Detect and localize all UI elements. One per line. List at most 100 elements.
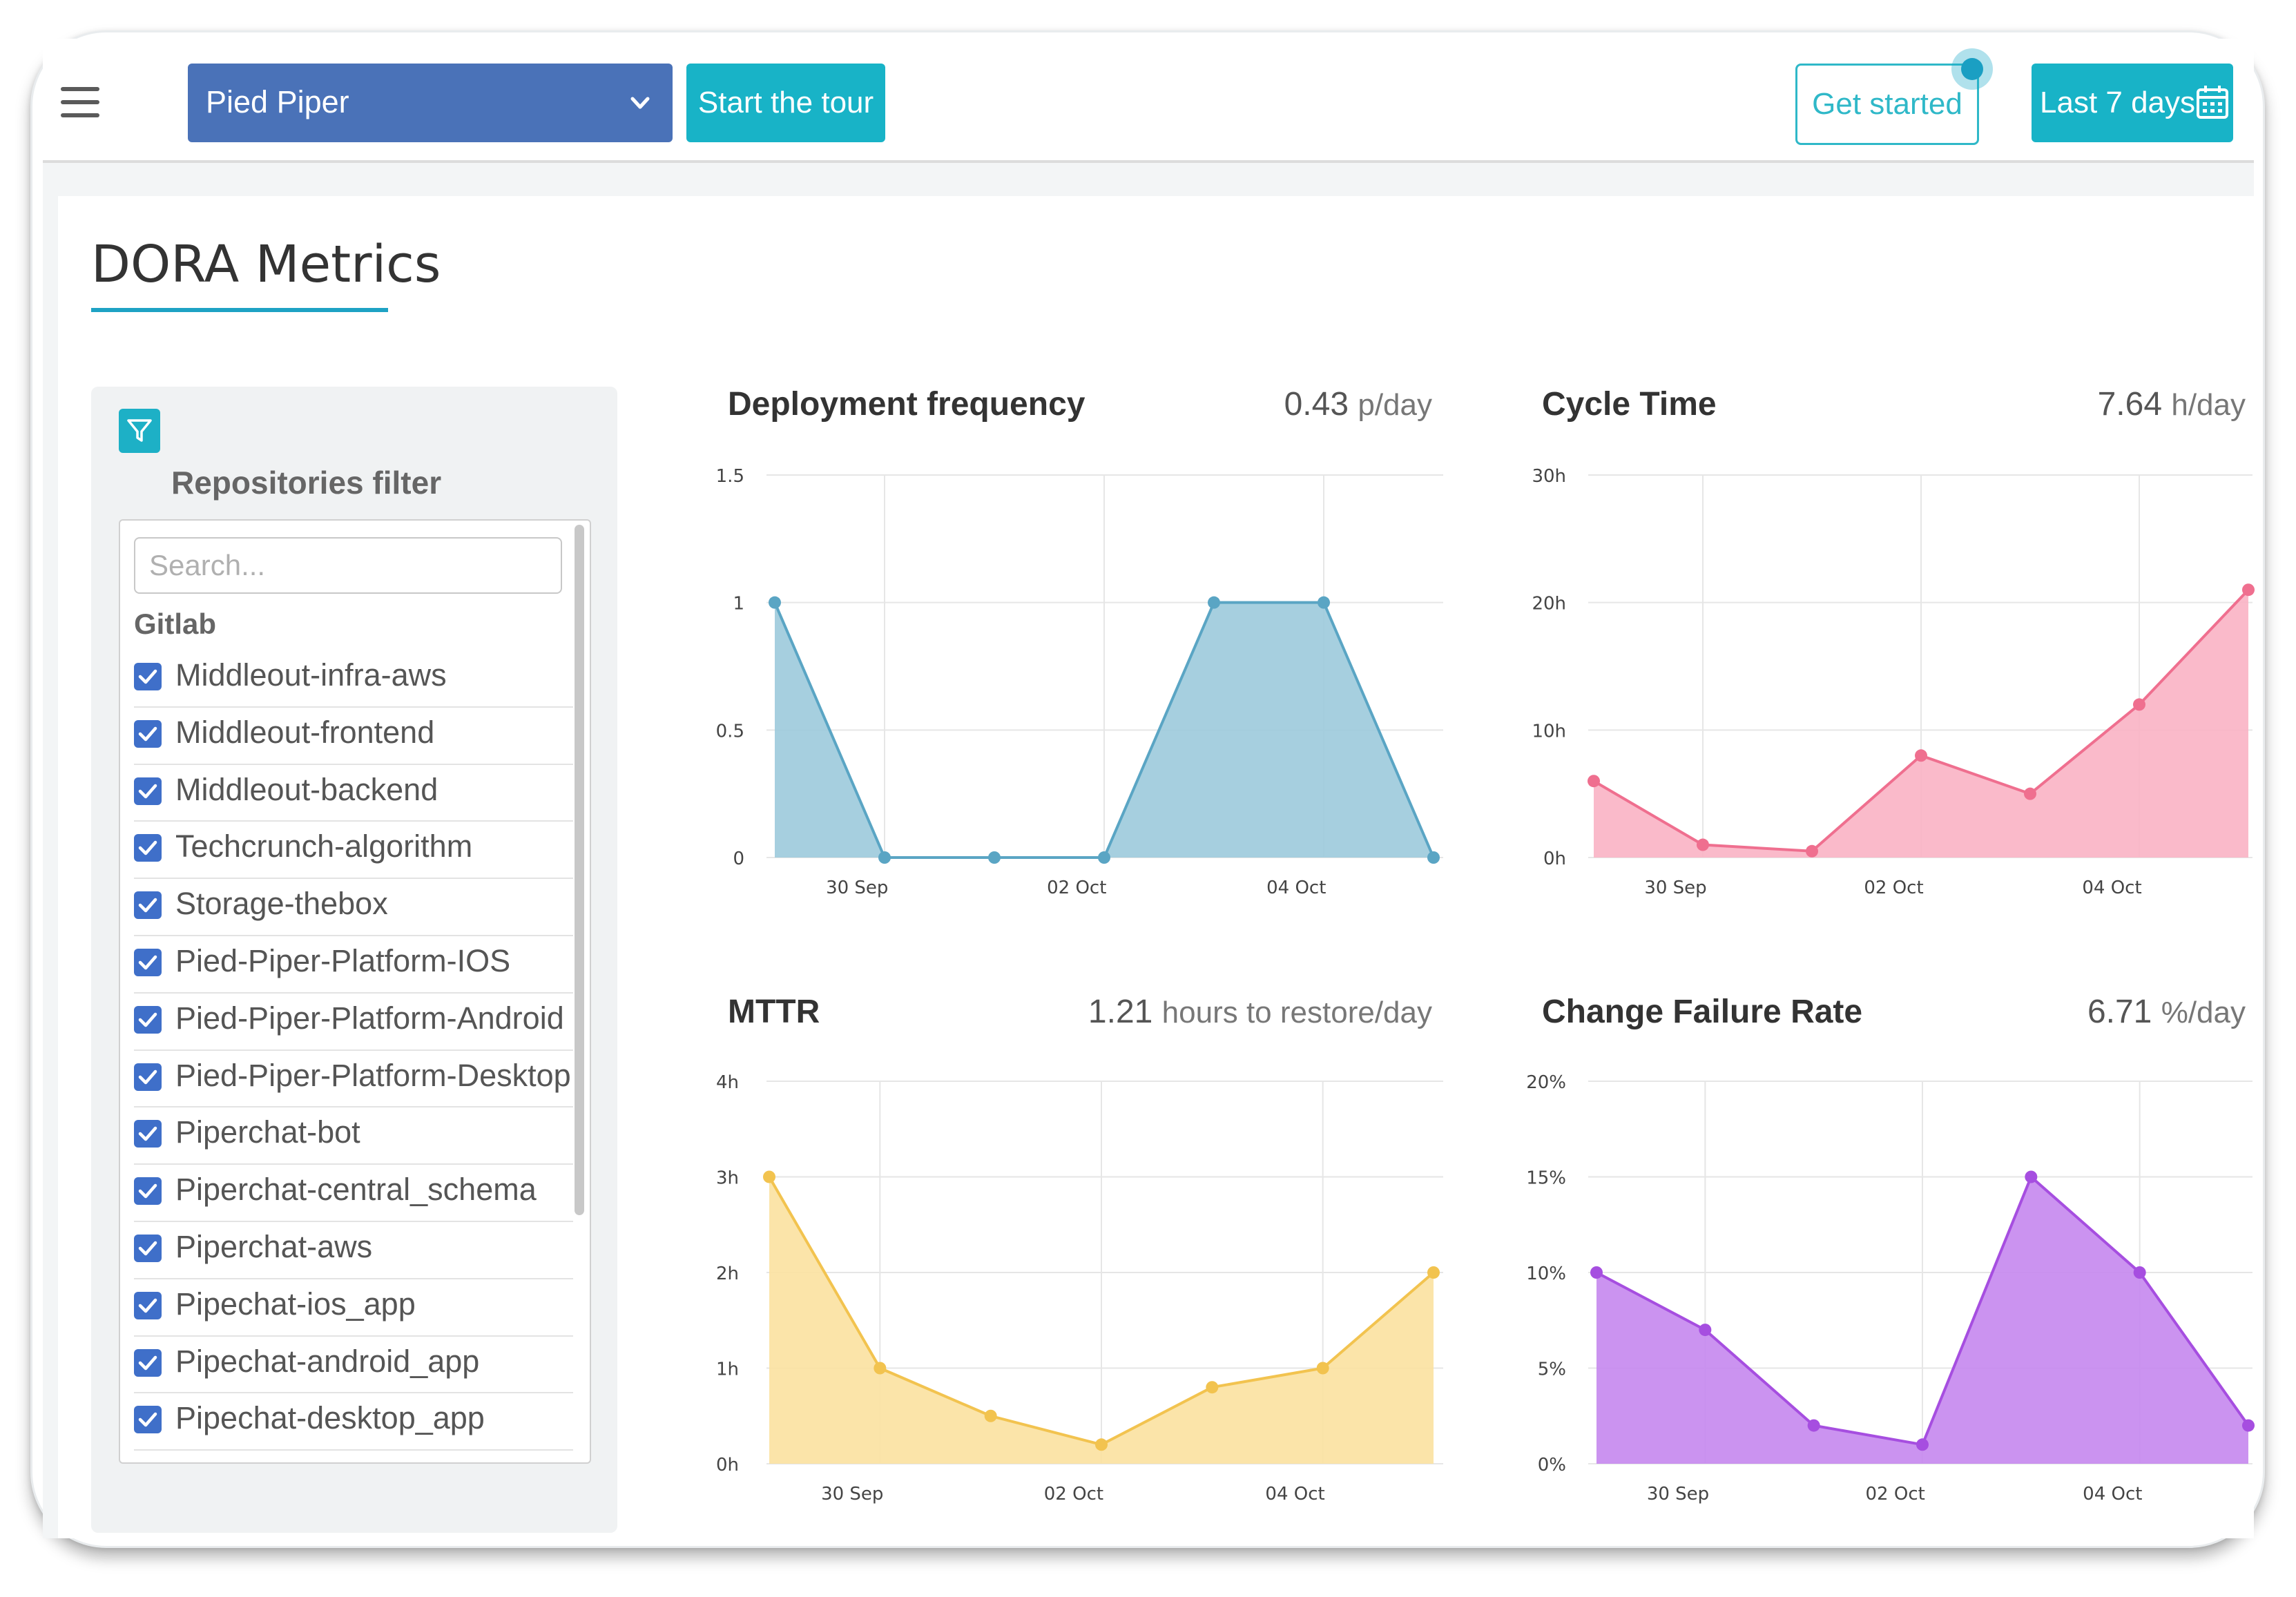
repo-checkbox[interactable] — [134, 777, 162, 805]
repo-list-item[interactable]: Middleout-frontend — [134, 708, 573, 765]
x-tick-label: 04 Oct — [2083, 1484, 2142, 1504]
repo-name: Piperchat-central_schema — [175, 1172, 537, 1208]
deployment-frequency-value: 0.43 p/day — [1174, 385, 1432, 423]
data-point — [1915, 749, 1927, 762]
repo-checkbox[interactable] — [134, 1234, 162, 1262]
data-point — [1098, 851, 1110, 864]
repo-checkbox[interactable] — [134, 1120, 162, 1148]
date-range-label: Last 7 days — [2040, 86, 2196, 119]
repo-list-item[interactable]: Pipechat-desktop_app — [134, 1393, 573, 1451]
y-tick-label: 30h — [1532, 466, 1566, 487]
x-tick-label: 04 Oct — [1266, 878, 1326, 898]
repo-list-item[interactable]: Middleout-backend — [134, 765, 573, 822]
repo-list-item[interactable]: Pied-Piper-Platform-IOS — [134, 936, 573, 994]
cycle-time-title: Cycle Time — [1542, 386, 1717, 423]
repositories-list-box — [119, 519, 591, 1464]
repo-list-item[interactable]: Piperchat-aws — [134, 1222, 573, 1279]
repositories-scrollbar[interactable] — [575, 525, 584, 1215]
repo-name: Pipechat-ios_app — [175, 1286, 416, 1322]
start-tour-button[interactable]: Start the tour — [686, 64, 885, 142]
checkmark-icon — [138, 784, 157, 798]
data-point — [2133, 698, 2145, 711]
x-tick-label: 30 Sep — [821, 1484, 883, 1504]
y-tick-label: 10% — [1526, 1264, 1566, 1284]
y-tick-label: 5% — [1538, 1359, 1566, 1380]
repo-list-item[interactable]: Pipechat-ios_app — [134, 1279, 573, 1337]
y-tick-label: 1 — [733, 594, 744, 614]
mttr-unit: hours to restore/day — [1161, 996, 1432, 1029]
repo-name: Storage-thebox — [175, 886, 388, 922]
repositories-filter-title: Repositories filter — [171, 465, 442, 501]
repo-checkbox[interactable] — [134, 834, 162, 862]
repo-checkbox[interactable] — [134, 663, 162, 690]
repo-checkbox[interactable] — [134, 891, 162, 920]
data-point — [1318, 596, 1330, 609]
data-point — [1697, 838, 1709, 851]
repo-list-item[interactable]: Techcrunch-algorithm — [134, 822, 573, 880]
data-point — [2242, 1419, 2255, 1432]
page-title: DORA Metrics — [91, 235, 441, 294]
data-point — [763, 1170, 775, 1183]
checkmark-icon — [138, 841, 157, 855]
repo-name: Techcrunch-algorithm — [175, 829, 473, 864]
organization-select[interactable]: Pied Piper — [188, 64, 673, 142]
cycle-time-value: 7.64 h/day — [1975, 385, 2246, 423]
x-tick-label: 04 Oct — [1265, 1484, 1324, 1504]
x-tick-label: 02 Oct — [1044, 1484, 1103, 1504]
x-tick-label: 30 Sep — [1647, 1484, 1709, 1504]
y-tick-label: 0.5 — [716, 721, 744, 742]
repo-checkbox[interactable] — [134, 1063, 162, 1091]
date-range-button[interactable]: Last 7 days — [2032, 64, 2233, 142]
data-point — [1095, 1438, 1108, 1451]
repo-list-item[interactable]: Piperchat-central_schema — [134, 1165, 573, 1222]
y-tick-label: 3h — [716, 1168, 739, 1189]
repo-list-item[interactable]: Pied-Piper-Platform-Android — [134, 994, 573, 1051]
data-point — [1806, 844, 1818, 858]
change-failure-rate-unit: %/day — [2161, 996, 2246, 1029]
area-fill — [775, 602, 1434, 858]
y-tick-label: 4h — [716, 1072, 739, 1093]
repositories-search-input[interactable] — [134, 537, 562, 594]
checkmark-icon — [138, 1069, 157, 1084]
repo-checkbox[interactable] — [134, 948, 162, 976]
data-point — [2025, 1170, 2038, 1183]
checkmark-icon — [138, 1012, 157, 1027]
checkmark-icon — [138, 1355, 157, 1370]
repo-list-item[interactable]: Middleout-infra-aws — [134, 650, 573, 708]
data-point — [984, 1409, 997, 1422]
repo-checkbox[interactable] — [134, 1406, 162, 1434]
repo-checkbox[interactable] — [134, 1177, 162, 1206]
data-point — [1427, 1266, 1440, 1279]
repo-checkbox[interactable] — [134, 1348, 162, 1377]
organization-select-value: Pied Piper — [206, 84, 349, 119]
cycle-time-unit: h/day — [2171, 388, 2246, 422]
checkmark-icon — [138, 669, 157, 684]
repo-checkbox[interactable] — [134, 1291, 162, 1319]
x-tick-label: 30 Sep — [826, 878, 888, 898]
deployment-frequency-title: Deployment frequency — [728, 386, 1086, 423]
repo-list-item[interactable]: Pied-Piper-Platform-Desktop — [134, 1051, 573, 1108]
y-tick-label: 1.5 — [716, 466, 744, 487]
mttr-value: 1.21 hours to restore/day — [1036, 993, 1432, 1031]
x-tick-label: 04 Oct — [2082, 878, 2141, 898]
repo-name: Pied-Piper-Platform-IOS — [175, 942, 511, 978]
change-failure-rate-title: Change Failure Rate — [1542, 994, 1863, 1030]
repo-checkbox[interactable] — [134, 719, 162, 748]
calendar-icon — [2197, 86, 2228, 119]
deployment-frequency-unit: p/day — [1358, 388, 1432, 422]
hamburger-menu-icon[interactable] — [61, 87, 99, 117]
repo-list-item[interactable]: Piperchat-bot — [134, 1107, 573, 1165]
repo-name: Middleout-backend — [175, 771, 438, 807]
repo-checkbox[interactable] — [134, 1005, 162, 1034]
checkmark-icon — [138, 1413, 157, 1427]
mttr-number: 1.21 — [1088, 994, 1153, 1030]
data-point — [1588, 775, 1600, 788]
get-started-button[interactable]: Get started — [1795, 64, 1979, 145]
repo-list-item[interactable]: Pipechat-android_app — [134, 1337, 573, 1394]
change-failure-rate-value: 6.71 %/day — [1975, 993, 2246, 1031]
x-tick-label: 02 Oct — [1866, 1484, 1925, 1504]
repo-list-item[interactable]: Storage-thebox — [134, 879, 573, 936]
repo-name: Pied-Piper-Platform-Android — [175, 1000, 564, 1036]
